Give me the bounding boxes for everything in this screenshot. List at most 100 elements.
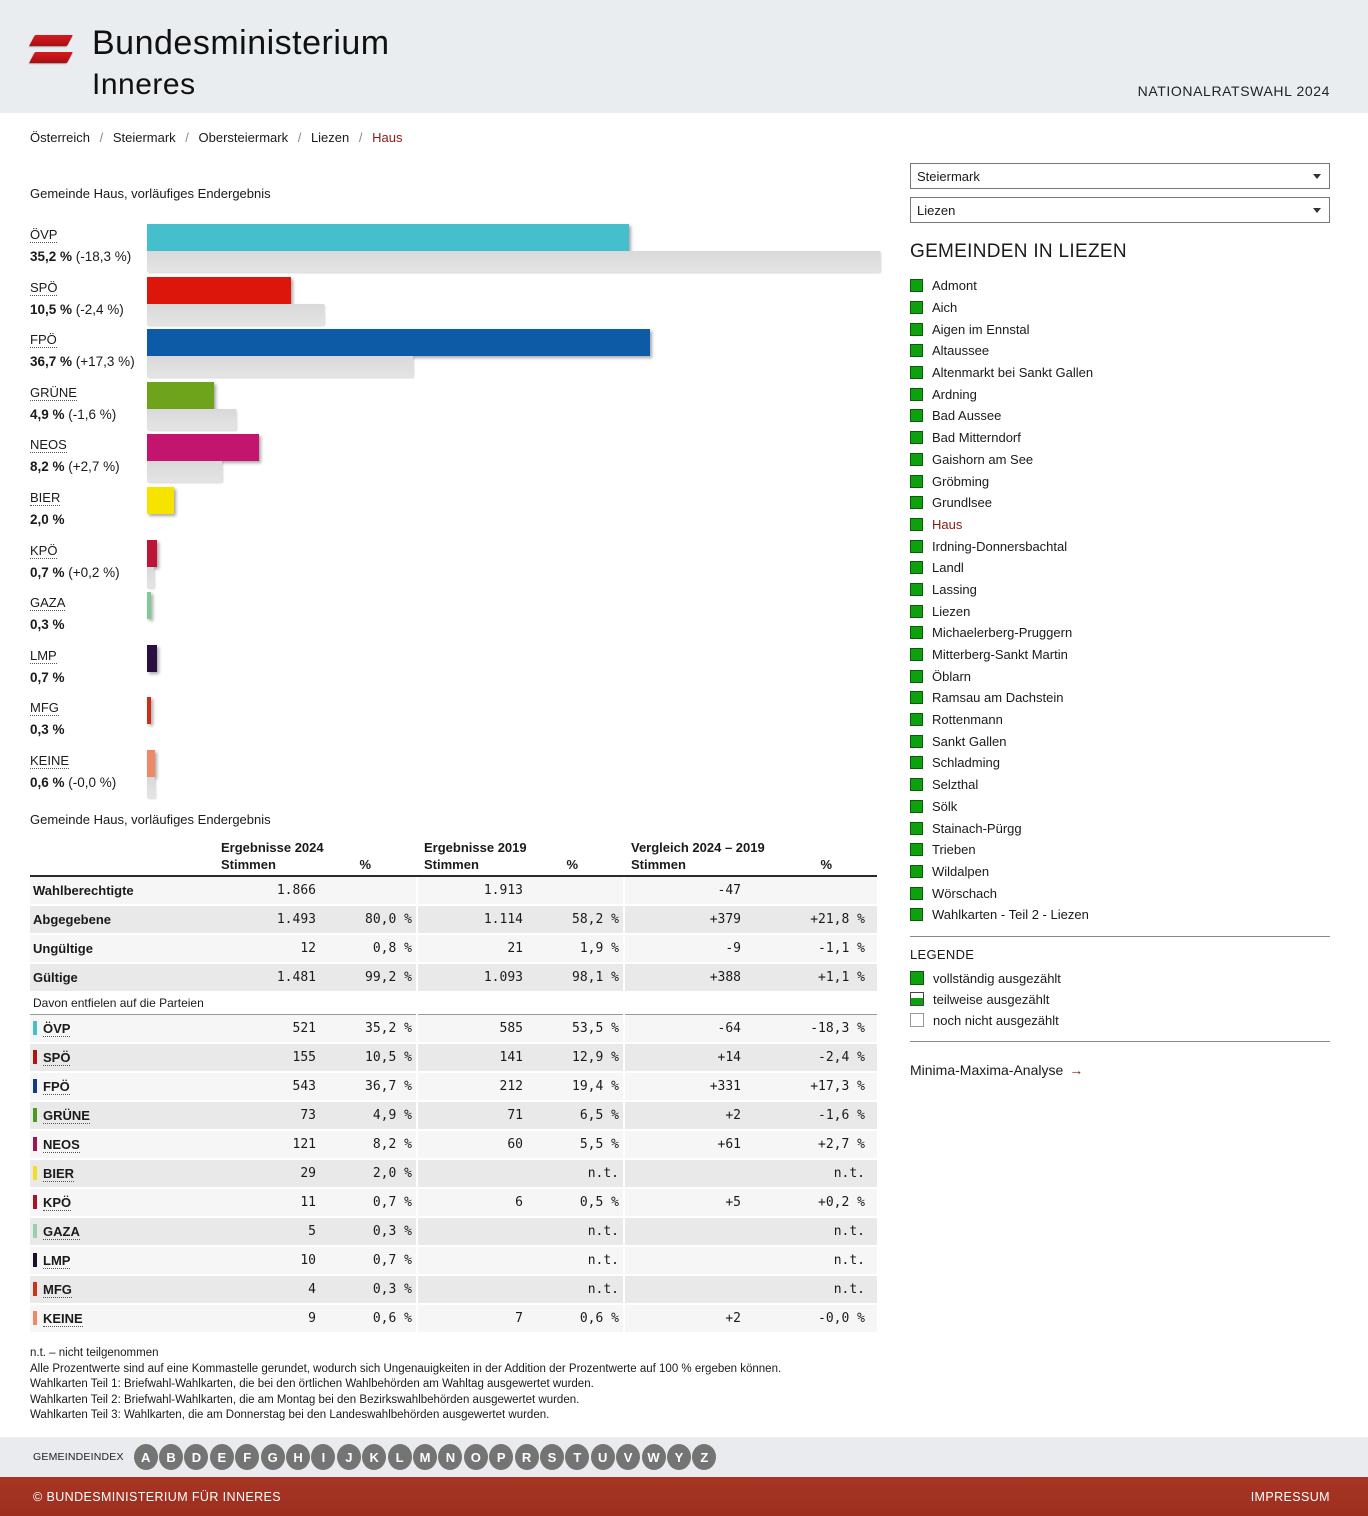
chart-party-link[interactable]: KEINE — [30, 752, 70, 769]
chart-party-link[interactable]: LMP — [30, 647, 57, 664]
chart-party-percentage: 10,5 % (-2,4 %) — [30, 302, 124, 317]
municipality-item[interactable]: Wildalpen — [910, 861, 1330, 883]
municipality-item[interactable]: Ardning — [910, 383, 1330, 405]
municipality-item[interactable]: Altenmarkt bei Sankt Gallen — [910, 362, 1330, 384]
index-letter-button[interactable]: F — [235, 1444, 260, 1470]
municipality-item[interactable]: Admont — [910, 275, 1330, 297]
party-link[interactable]: ÖVP — [43, 1021, 71, 1037]
municipality-item[interactable]: Altaussee — [910, 340, 1330, 362]
district-select[interactable]: Liezen — [910, 197, 1330, 223]
breadcrumb-link[interactable]: Österreich — [30, 130, 90, 145]
municipality-item[interactable]: Aigen im Ennstal — [910, 318, 1330, 340]
chart-party-link[interactable]: NEOS — [30, 437, 67, 454]
chart-party-link[interactable]: BIER — [30, 489, 61, 506]
index-letter-button[interactable]: A — [133, 1444, 158, 1470]
municipality-item[interactable]: Sankt Gallen — [910, 730, 1330, 752]
breadcrumb-separator: / — [355, 130, 367, 145]
chart-party-link[interactable]: KPÖ — [30, 542, 58, 559]
result-bar-2019 — [147, 408, 237, 430]
chart-party-link[interactable]: GRÜNE — [30, 384, 77, 401]
index-letter-button[interactable]: N — [438, 1444, 463, 1470]
index-letter-button[interactable]: T — [565, 1444, 590, 1470]
municipality-item[interactable]: Sölk — [910, 796, 1330, 818]
index-letter-button[interactable]: M — [413, 1444, 437, 1470]
chart-party-link[interactable]: SPÖ — [30, 279, 58, 296]
municipality-item[interactable]: Öblarn — [910, 665, 1330, 687]
impressum-link[interactable]: IMPRESSUM — [1250, 1489, 1330, 1504]
legend-partial-icon — [910, 992, 924, 1007]
index-letter-button[interactable]: I — [311, 1444, 336, 1470]
index-letter-button[interactable]: E — [209, 1444, 234, 1470]
party-link[interactable]: SPÖ — [43, 1050, 71, 1066]
chart-party-link[interactable]: MFG — [30, 700, 59, 717]
municipality-item[interactable]: Schladming — [910, 752, 1330, 774]
party-color-chip — [33, 1108, 37, 1122]
chart-party-link[interactable]: GAZA — [30, 595, 66, 612]
municipality-item[interactable]: Stainach-Pürgg — [910, 817, 1330, 839]
percentage-value: 36,7 % — [30, 354, 73, 370]
index-letter-button[interactable]: U — [590, 1444, 615, 1470]
party-link[interactable]: NEOS — [43, 1137, 80, 1153]
index-letter-button[interactable]: D — [184, 1444, 209, 1470]
breadcrumb-link[interactable]: Obersteiermark — [198, 130, 289, 145]
cell-v19_pct: 0,6 % — [527, 1304, 624, 1334]
results-table: Ergebnisse 2024 Ergebnisse 2019 Vergleic… — [30, 839, 877, 1334]
chart-party-link[interactable]: ÖVP — [30, 227, 58, 243]
municipality-item[interactable]: Liezen — [910, 600, 1330, 622]
municipality-item[interactable]: Gröbming — [910, 470, 1330, 492]
municipality-item[interactable]: Haus — [910, 514, 1330, 536]
municipality-item[interactable]: Grundlsee — [910, 492, 1330, 514]
municipality-item[interactable]: Wörschach — [910, 882, 1330, 904]
municipality-item[interactable]: Wahlkarten - Teil 2 - Liezen — [910, 904, 1330, 926]
party-link[interactable]: GRÜNE — [43, 1108, 90, 1124]
index-letter-button[interactable]: J — [336, 1444, 361, 1470]
municipality-item[interactable]: Aich — [910, 297, 1330, 319]
party-link[interactable]: MFG — [43, 1282, 72, 1298]
party-link[interactable]: KPÖ — [43, 1195, 72, 1211]
index-letter-button[interactable]: O — [463, 1444, 488, 1470]
index-letter-button[interactable]: W — [641, 1444, 666, 1470]
index-letter-button[interactable]: B — [159, 1444, 184, 1470]
count-status-icon — [910, 691, 923, 705]
index-letter-button[interactable]: Y — [666, 1444, 691, 1470]
breadcrumb-link[interactable]: Steiermark — [112, 130, 176, 145]
index-letter-button[interactable]: R — [514, 1444, 539, 1470]
breadcrumb-link[interactable]: Liezen — [310, 130, 350, 145]
index-letter-button[interactable]: Z — [692, 1444, 717, 1470]
municipality-item[interactable]: Bad Mitterndorf — [910, 427, 1330, 449]
index-letter-button[interactable]: P — [489, 1444, 514, 1470]
minima-maxima-link[interactable]: Minima-Maxima-Analyse → — [910, 1062, 1083, 1078]
party-link[interactable]: BIER — [43, 1166, 75, 1182]
municipality-item[interactable]: Mitterberg-Sankt Martin — [910, 644, 1330, 666]
municipality-item[interactable]: Irdning-Donnersbachtal — [910, 535, 1330, 557]
chart-party-link[interactable]: FPÖ — [30, 332, 57, 349]
party-link[interactable]: KEINE — [43, 1311, 83, 1327]
chart-bars — [147, 434, 880, 483]
cell-v24_pct: 36,7 % — [320, 1072, 417, 1102]
municipality-item[interactable]: Selzthal — [910, 774, 1330, 796]
municipality-item[interactable]: Rottenmann — [910, 709, 1330, 731]
cell-v24_pct: 8,2 % — [320, 1130, 417, 1160]
state-select[interactable]: Steiermark — [910, 163, 1330, 189]
municipality-item[interactable]: Gaishorn am See — [910, 449, 1330, 471]
chart-party-percentage: 2,0 % — [30, 512, 65, 527]
municipality-item[interactable]: Lassing — [910, 579, 1330, 601]
divider — [910, 935, 1330, 937]
municipality-item[interactable]: Bad Aussee — [910, 405, 1330, 427]
table-row: KPÖ 11 0,7 % 6 0,5 % +5 +0,2 % — [30, 1188, 877, 1218]
cell-v19_pct: 0,5 % — [527, 1188, 624, 1218]
index-letter-button[interactable]: G — [260, 1444, 285, 1470]
party-link[interactable]: FPÖ — [43, 1079, 70, 1095]
index-letter-button[interactable]: H — [286, 1444, 311, 1470]
index-letter-button[interactable]: L — [387, 1444, 412, 1470]
party-link[interactable]: LMP — [43, 1253, 71, 1269]
index-letter-button[interactable]: V — [616, 1444, 641, 1470]
index-letter-button[interactable]: S — [539, 1444, 564, 1470]
municipality-item[interactable]: Landl — [910, 557, 1330, 579]
municipality-item[interactable]: Ramsau am Dachstein — [910, 687, 1330, 709]
municipality-item[interactable]: Trieben — [910, 839, 1330, 861]
party-link[interactable]: GAZA — [43, 1224, 80, 1240]
index-letter-button[interactable]: K — [362, 1444, 387, 1470]
municipality-item[interactable]: Michaelerberg-Pruggern — [910, 622, 1330, 644]
